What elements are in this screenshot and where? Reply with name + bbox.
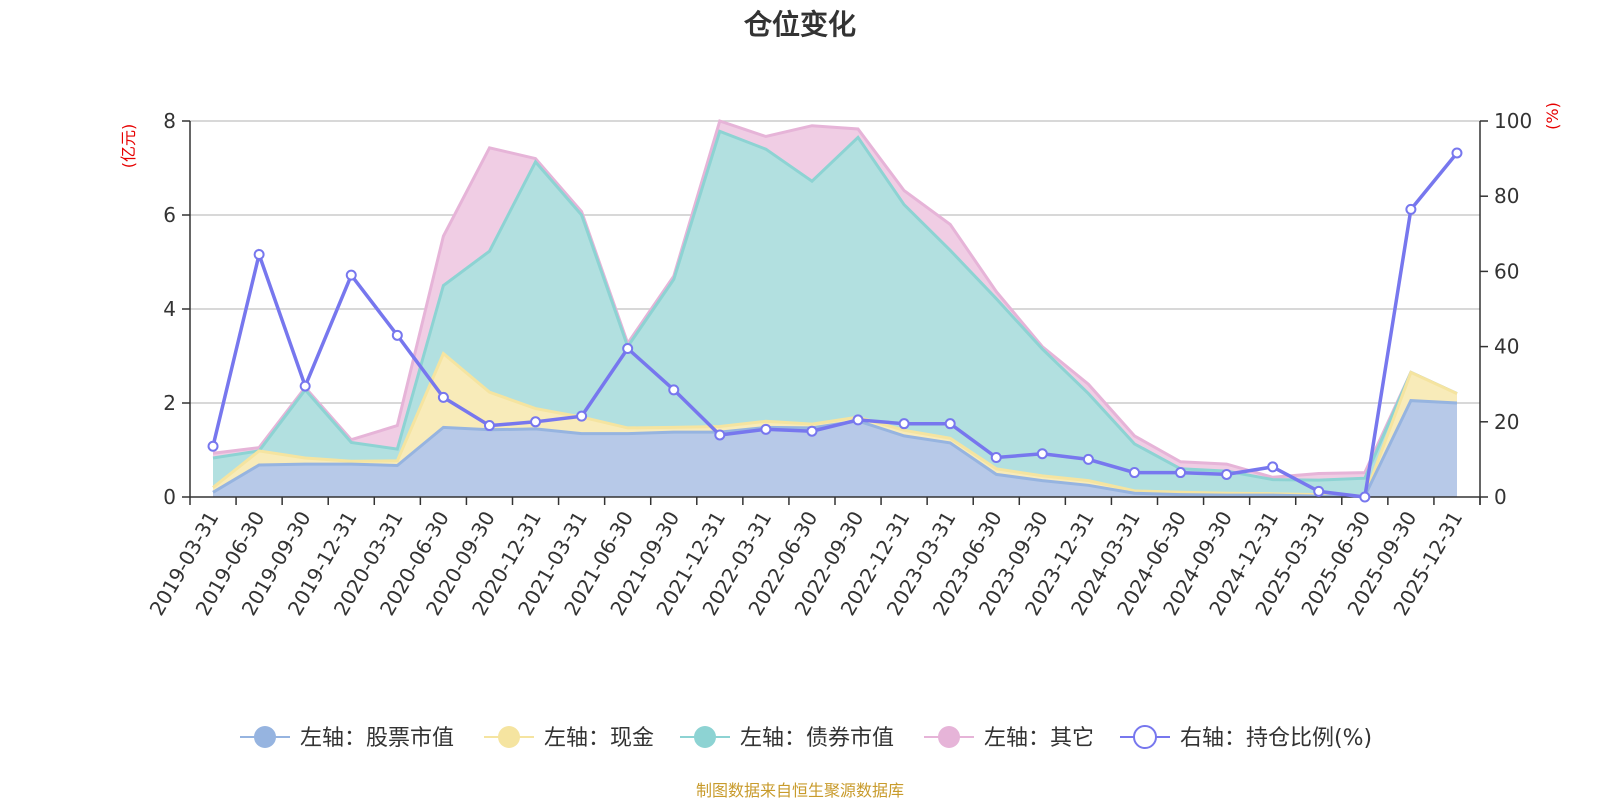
- left-axis-tick-label: 0: [163, 485, 176, 509]
- legend-item: 左轴：债券市值: [680, 726, 894, 751]
- ratio-point: [760, 423, 772, 435]
- legend-label: 左轴：股票市值: [300, 726, 454, 751]
- ratio-point: [1359, 491, 1371, 503]
- ratio-point: [898, 418, 910, 430]
- ratio-point: [990, 452, 1002, 464]
- ratio-point: [1036, 448, 1048, 460]
- legend-item: 右轴：持仓比例(%): [1120, 725, 1372, 751]
- area-2: [213, 131, 1457, 497]
- left-axis-tick-label: 6: [163, 203, 176, 227]
- right-axis-tick-label: 100: [1494, 109, 1532, 133]
- legend-label: 左轴：债券市值: [740, 726, 894, 751]
- legend-label: 右轴：持仓比例(%): [1180, 726, 1372, 751]
- area-edge-1: [212, 351, 1458, 498]
- right-axis-tick-label: 40: [1494, 335, 1519, 359]
- ratio-point: [668, 384, 680, 396]
- ratio-point: [1267, 461, 1279, 473]
- right-axis-tick-label: 0: [1494, 485, 1507, 509]
- legend-item: 左轴：现金: [484, 726, 654, 751]
- right-axis-tick-label: 80: [1494, 184, 1519, 208]
- ratio-point: [1405, 203, 1417, 215]
- left-axis-tick-label: 8: [163, 109, 176, 133]
- ratio-point: [253, 248, 265, 260]
- ratio-point: [207, 440, 219, 452]
- legend-marker: [498, 726, 520, 748]
- area-0: [213, 400, 1457, 497]
- ratio-point: [1313, 485, 1325, 497]
- legend-item: 左轴：股票市值: [240, 726, 454, 751]
- ratio-point: [852, 414, 864, 426]
- left-axis-unit: (亿元): [119, 124, 138, 169]
- ratio-point: [622, 342, 634, 354]
- legend-marker: [254, 726, 276, 748]
- left-axis-tick-label: 2: [163, 391, 176, 415]
- ratio-line-path: [211, 151, 1459, 499]
- right-axis-tick-label: 60: [1494, 259, 1519, 283]
- legend-marker: [1133, 725, 1157, 749]
- chart-title: 仓位变化: [744, 8, 856, 41]
- ratio-point: [530, 416, 542, 428]
- ratio-point: [1082, 453, 1094, 465]
- ratio-point: [1221, 468, 1233, 480]
- area-1: [213, 353, 1457, 497]
- holding-ratio-line: [207, 147, 1463, 503]
- ratio-point: [299, 380, 311, 392]
- ratio-point: [437, 391, 449, 403]
- right-axis-tick-label: 20: [1494, 410, 1519, 434]
- ratio-point: [391, 329, 403, 341]
- right-axis-unit: (%): [1543, 102, 1562, 130]
- ratio-point: [483, 420, 495, 432]
- ratio-point: [806, 425, 818, 437]
- ratio-point: [1451, 147, 1463, 159]
- ratio-point: [714, 429, 726, 441]
- legend-marker: [938, 726, 960, 748]
- ratio-point: [345, 269, 357, 281]
- legend-item: 左轴：其它: [924, 726, 1094, 751]
- legend: 左轴：股票市值 左轴：现金 左轴：债券市值 左轴：其它 右轴：持仓比例(%): [240, 725, 1372, 751]
- ratio-point: [1175, 467, 1187, 479]
- ratio-point: [576, 410, 588, 422]
- data-source-note: 制图数据来自恒生聚源数据库: [696, 781, 904, 800]
- legend-label: 左轴：现金: [544, 726, 654, 751]
- left-axis-tick-label: 4: [163, 297, 176, 321]
- legend-marker: [694, 726, 716, 748]
- ratio-point: [1128, 467, 1140, 479]
- ratio-point: [944, 418, 956, 430]
- legend-label: 左轴：其它: [984, 726, 1094, 751]
- stacked-areas: [212, 119, 1458, 498]
